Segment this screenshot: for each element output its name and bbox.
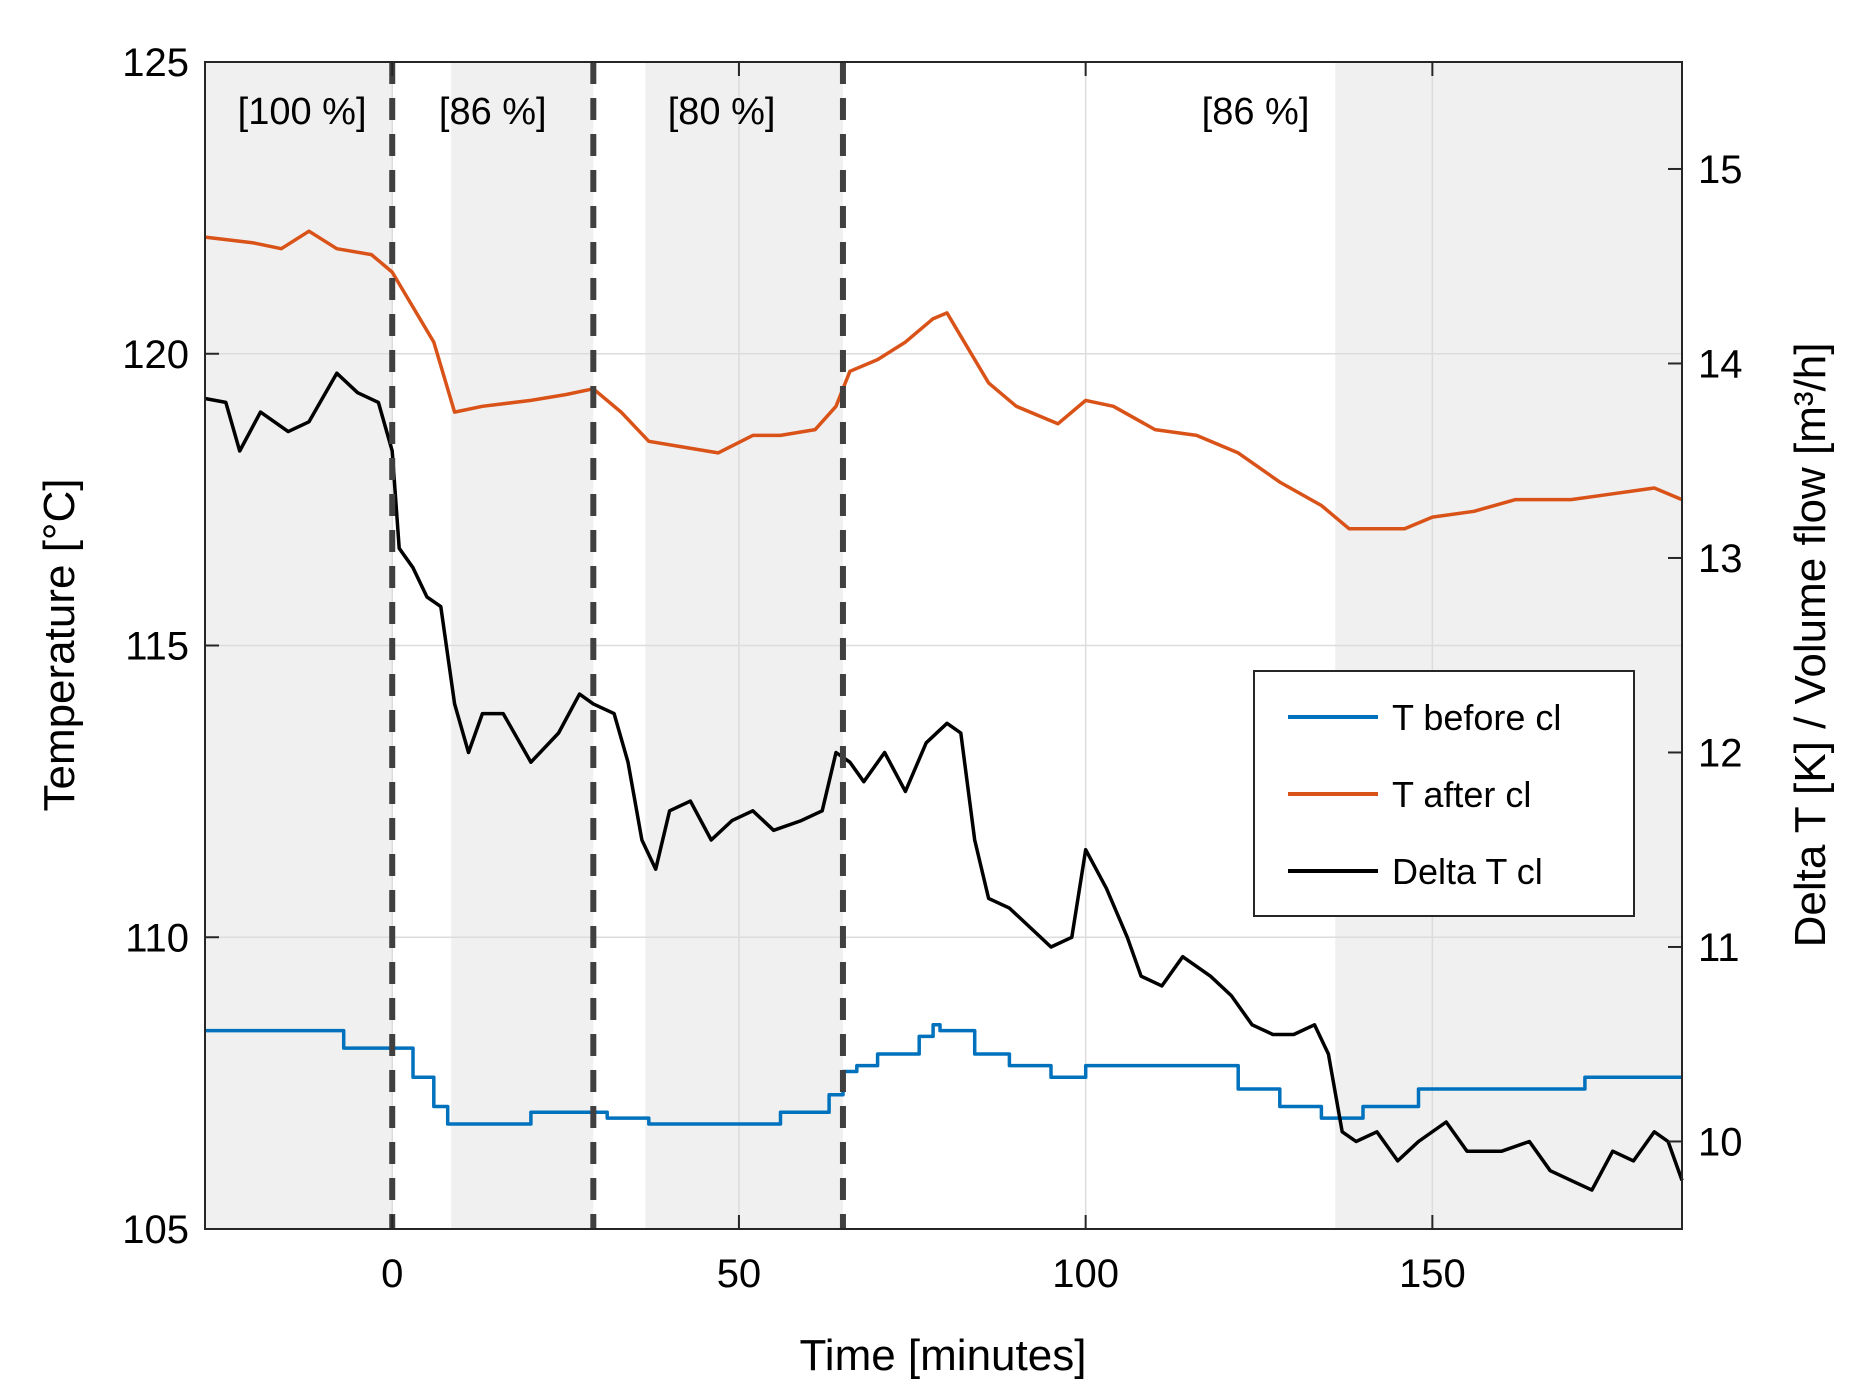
phase-dividers bbox=[389, 62, 846, 1229]
y-left-tick-label-115: 115 bbox=[125, 625, 189, 669]
series-line-0 bbox=[205, 1023, 1682, 1126]
phase-labels: [100 %] [86 %] [80 %] [86 %] bbox=[238, 91, 1310, 133]
phase-label-1: [86 %] bbox=[439, 91, 547, 133]
y-right-tick-label-14: 14 bbox=[1698, 342, 1743, 386]
y-axis-title-right: Delta T [K] / Volume flow [m³/h] bbox=[1786, 343, 1835, 948]
x-axis-title: Time [minutes] bbox=[800, 1331, 1087, 1380]
x-tick-label-50: 50 bbox=[717, 1252, 762, 1296]
legend-label-t-after: T after cl bbox=[1392, 774, 1531, 815]
y-axis-title-left: Temperature [°C] bbox=[35, 478, 84, 811]
y-right-tick-label-15: 15 bbox=[1698, 148, 1743, 192]
legend-label-t-before: T before cl bbox=[1392, 697, 1561, 738]
phase-label-3: [86 %] bbox=[1202, 91, 1310, 133]
y-right-tick-label-12: 12 bbox=[1698, 731, 1743, 775]
phase-label-0: [100 %] bbox=[238, 91, 367, 133]
y-right-tick-label-10: 10 bbox=[1698, 1120, 1743, 1164]
y-left-tick-label-125: 125 bbox=[122, 41, 189, 85]
axes: 0 50 100 150 105 110 115 120 125 10 11 12 13 14 15 bbox=[122, 41, 1742, 1296]
x-tick-label-150: 150 bbox=[1399, 1252, 1466, 1296]
y-left-tick-label-110: 110 bbox=[125, 916, 189, 960]
x-tick-label-100: 100 bbox=[1052, 1252, 1119, 1296]
y-right-tick-label-13: 13 bbox=[1698, 537, 1743, 581]
phase-label-2: [80 %] bbox=[668, 91, 776, 133]
x-tick-label-0: 0 bbox=[381, 1252, 403, 1296]
series-line-1 bbox=[204, 229, 1683, 531]
y-left-tick-label-120: 120 bbox=[122, 333, 189, 377]
series-layer bbox=[204, 229, 1684, 1192]
legend-label-delta-t: Delta T cl bbox=[1392, 851, 1543, 892]
grid bbox=[205, 62, 1682, 1229]
y-left-tick-label-105: 105 bbox=[122, 1208, 189, 1252]
y-right-tick-label-11: 11 bbox=[1698, 926, 1740, 970]
legend: T before cl T after cl Delta T cl bbox=[1253, 670, 1635, 917]
series-line-2 bbox=[204, 371, 1684, 1192]
